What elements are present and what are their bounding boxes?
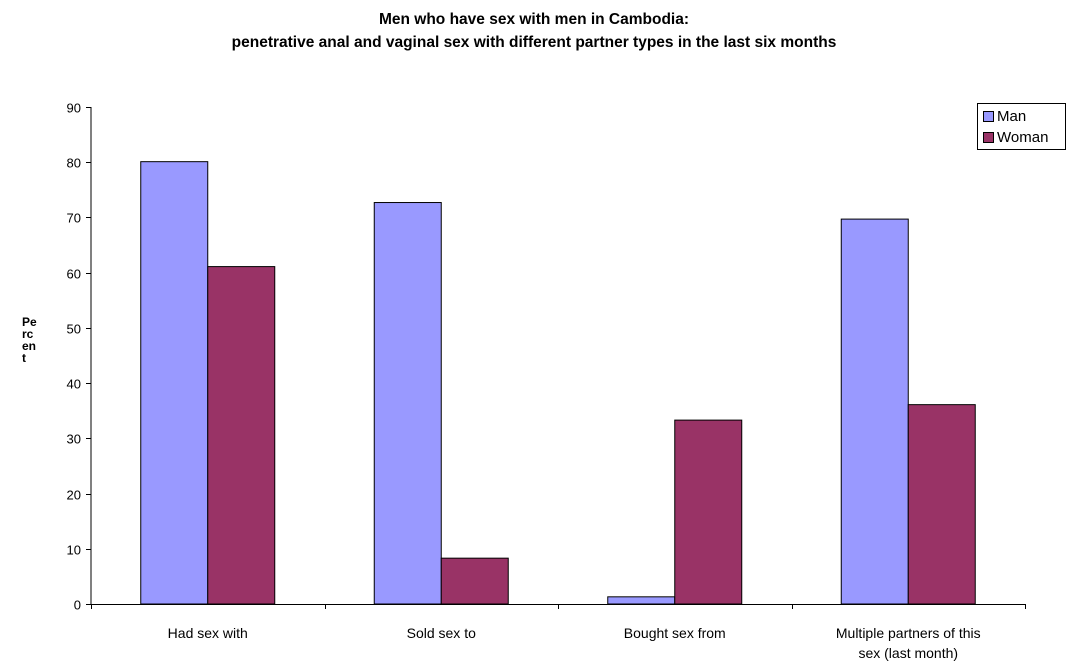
y-tick-label: 50 <box>67 322 81 337</box>
y-tick-label: 30 <box>67 432 81 447</box>
chart-title: Men who have sex with men in Cambodia: p… <box>0 8 1068 54</box>
bar-man <box>373 202 442 605</box>
y-tick-label: 20 <box>67 488 81 503</box>
legend-swatch-man <box>983 110 994 122</box>
y-tick-label: 40 <box>67 377 81 392</box>
bar-woman <box>907 404 976 605</box>
y-tick-label: 90 <box>67 101 81 116</box>
legend: Man Woman <box>977 103 1066 150</box>
y-tick-label: 80 <box>67 156 81 171</box>
legend-label-woman: Woman <box>997 128 1049 146</box>
chart-title-line-2: penetrative anal and vaginal sex with di… <box>231 34 837 51</box>
bar-woman <box>440 557 509 605</box>
legend-item-woman: Woman <box>983 127 1048 147</box>
legend-label-man: Man <box>997 107 1027 125</box>
y-tick-label: 10 <box>67 543 81 558</box>
x-tick-label: sex (last month) <box>858 645 958 661</box>
bar-man <box>607 596 676 605</box>
bar-woman <box>207 266 276 605</box>
legend-swatch-woman <box>983 131 994 143</box>
y-tick-label: 60 <box>67 267 81 282</box>
y-tick-label: 70 <box>67 211 81 226</box>
x-tick-label: Bought sex from <box>624 625 726 641</box>
bar-man <box>140 161 209 605</box>
chart-title-line-1: Men who have sex with men in Cambodia: <box>378 11 690 28</box>
x-tick-label: Multiple partners of this <box>836 625 981 641</box>
y-axis-label: Pe rc en t <box>22 315 37 365</box>
bar-woman <box>674 419 743 605</box>
legend-item-man: Man <box>983 106 1026 126</box>
y-tick-label: 0 <box>74 598 81 613</box>
bar-man <box>840 218 909 605</box>
x-tick-label: Sold sex to <box>407 625 476 641</box>
x-tick-label: Had sex with <box>168 625 248 641</box>
